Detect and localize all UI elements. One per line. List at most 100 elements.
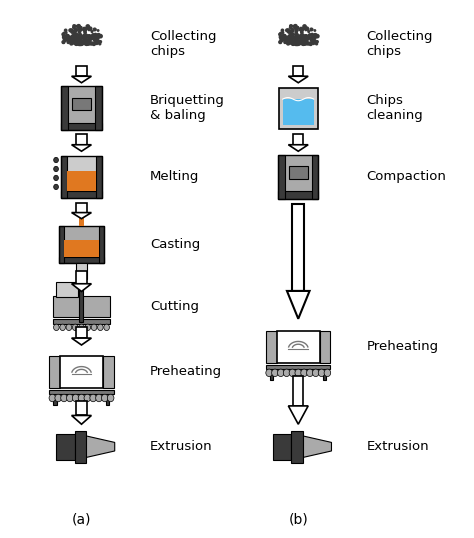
Point bbox=[276, 30, 284, 39]
Point bbox=[78, 38, 86, 46]
Bar bbox=[49, 356, 60, 388]
Point bbox=[293, 26, 301, 34]
Point bbox=[289, 32, 296, 40]
Point bbox=[72, 32, 79, 40]
Point bbox=[294, 24, 301, 32]
Point bbox=[71, 29, 79, 38]
Point bbox=[97, 32, 104, 40]
Bar bbox=[292, 204, 304, 291]
Point bbox=[297, 39, 305, 48]
Point bbox=[301, 32, 309, 40]
Bar bbox=[53, 319, 110, 324]
Point bbox=[295, 39, 302, 47]
Point bbox=[86, 34, 93, 43]
Point bbox=[70, 23, 78, 32]
Point bbox=[62, 29, 70, 37]
Point bbox=[77, 39, 85, 48]
Point bbox=[300, 39, 308, 48]
Text: Melting: Melting bbox=[150, 171, 199, 183]
Point bbox=[302, 25, 310, 34]
Point bbox=[296, 36, 304, 45]
Point bbox=[298, 25, 305, 34]
Point bbox=[86, 32, 93, 41]
Circle shape bbox=[301, 369, 307, 377]
Point bbox=[310, 39, 318, 48]
Point bbox=[66, 26, 74, 34]
Point bbox=[290, 38, 297, 46]
Point bbox=[78, 39, 85, 47]
Point bbox=[284, 39, 292, 48]
Text: Briquetting
& baling: Briquetting & baling bbox=[150, 95, 225, 123]
Point bbox=[85, 39, 93, 47]
Polygon shape bbox=[72, 213, 91, 218]
Point bbox=[289, 39, 297, 48]
Point bbox=[64, 35, 72, 44]
Point bbox=[293, 33, 301, 42]
Circle shape bbox=[312, 369, 319, 377]
Point bbox=[84, 36, 92, 45]
Bar bbox=[53, 398, 56, 406]
Point bbox=[65, 33, 73, 41]
Bar bbox=[64, 240, 99, 257]
Point bbox=[305, 32, 312, 41]
Point bbox=[293, 31, 301, 39]
Point bbox=[83, 39, 91, 48]
Point bbox=[298, 28, 306, 37]
Point bbox=[60, 33, 68, 41]
Point bbox=[281, 31, 289, 40]
Point bbox=[277, 29, 284, 37]
Point bbox=[283, 34, 291, 43]
Point bbox=[61, 36, 69, 44]
Point bbox=[72, 39, 79, 47]
Point bbox=[309, 38, 317, 47]
Point bbox=[294, 40, 301, 48]
Point bbox=[285, 33, 292, 42]
Point bbox=[294, 38, 302, 46]
Point bbox=[296, 38, 304, 47]
Point bbox=[293, 40, 301, 48]
Point bbox=[310, 32, 317, 41]
Point bbox=[94, 26, 102, 35]
Point bbox=[288, 37, 295, 46]
Point bbox=[85, 25, 93, 34]
Point bbox=[287, 38, 294, 47]
Point bbox=[78, 39, 85, 48]
Text: Casting: Casting bbox=[150, 238, 200, 251]
Text: Collecting
chips: Collecting chips bbox=[150, 30, 216, 58]
Point bbox=[294, 40, 302, 48]
Point bbox=[85, 32, 93, 41]
Point bbox=[287, 38, 295, 47]
Point bbox=[91, 30, 99, 39]
Point bbox=[92, 38, 100, 47]
Polygon shape bbox=[288, 145, 308, 151]
Point bbox=[304, 34, 312, 43]
Point bbox=[298, 33, 306, 42]
Point bbox=[303, 34, 310, 43]
Circle shape bbox=[61, 394, 67, 402]
Point bbox=[276, 38, 284, 47]
Point bbox=[292, 36, 300, 44]
Point bbox=[69, 36, 77, 45]
Point bbox=[292, 34, 300, 43]
Point bbox=[81, 28, 89, 37]
Point bbox=[80, 36, 87, 45]
Point bbox=[77, 33, 84, 42]
Bar bbox=[61, 155, 67, 199]
Point bbox=[301, 22, 308, 31]
Point bbox=[77, 37, 85, 45]
Point bbox=[281, 38, 289, 47]
Point bbox=[301, 38, 309, 47]
Point bbox=[68, 36, 76, 44]
Circle shape bbox=[91, 324, 97, 330]
Point bbox=[79, 39, 86, 47]
Point bbox=[294, 38, 302, 47]
Point bbox=[285, 27, 293, 36]
Point bbox=[313, 39, 320, 48]
Point bbox=[88, 27, 96, 36]
Point bbox=[294, 39, 302, 48]
Point bbox=[308, 25, 315, 34]
Point bbox=[60, 29, 68, 37]
Point bbox=[66, 34, 74, 43]
Point bbox=[295, 38, 302, 46]
Point bbox=[297, 24, 304, 33]
